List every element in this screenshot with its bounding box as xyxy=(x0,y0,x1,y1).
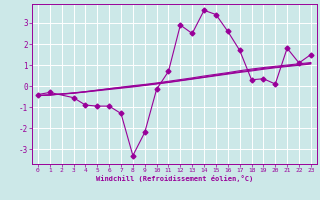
X-axis label: Windchill (Refroidissement éolien,°C): Windchill (Refroidissement éolien,°C) xyxy=(96,175,253,182)
